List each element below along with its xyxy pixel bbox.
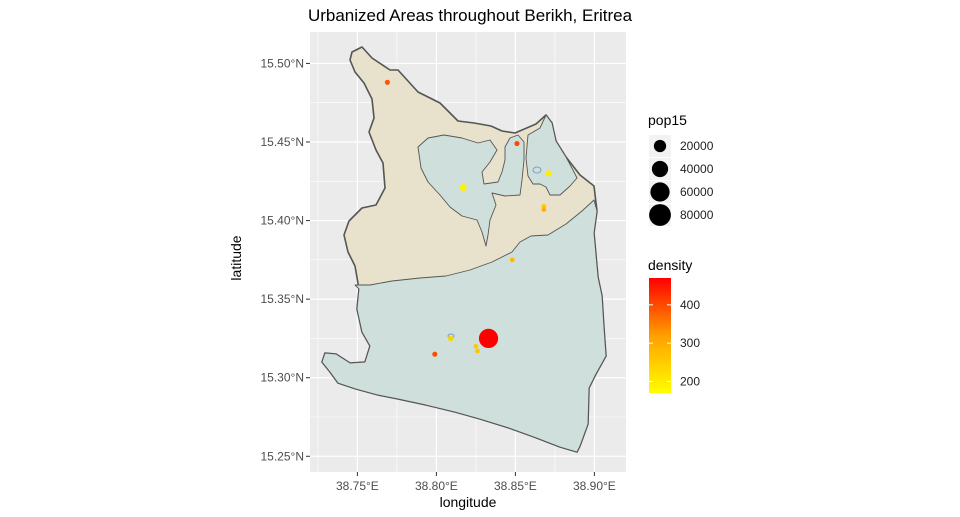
legend-size-symbol bbox=[653, 139, 667, 153]
legend-size-label: 80000 bbox=[680, 208, 714, 222]
legend-color-title: density bbox=[648, 257, 693, 273]
urban-area-point bbox=[478, 328, 499, 349]
legend-size-label: 20000 bbox=[680, 139, 714, 153]
urban-area-point bbox=[447, 335, 454, 342]
x-axis-label: longitude bbox=[439, 494, 497, 510]
urban-zone-south bbox=[321, 199, 607, 453]
urban-patch bbox=[532, 166, 542, 174]
y-tick-label: 15.30°N bbox=[261, 371, 305, 385]
urban-area-point bbox=[541, 207, 547, 212]
urban-area-point bbox=[509, 257, 515, 263]
x-tick-label: 38.75°E bbox=[336, 479, 379, 493]
urban-area-point bbox=[514, 141, 520, 147]
y-axis-label: latitude bbox=[228, 235, 244, 281]
x-tick-label: 38.90°E bbox=[573, 479, 616, 493]
urban-zone-north-west bbox=[417, 134, 525, 247]
legend-size-symbol bbox=[649, 204, 671, 226]
urban-area-point bbox=[432, 351, 438, 357]
x-tick-label: 38.85°E bbox=[494, 479, 537, 493]
legend-size-label: 40000 bbox=[680, 162, 714, 176]
legend-size-symbol bbox=[651, 160, 669, 178]
urban-area-point bbox=[384, 79, 390, 85]
y-tick-label: 15.25°N bbox=[261, 449, 305, 463]
colorbar-label: 400 bbox=[680, 298, 700, 312]
y-tick-label: 15.35°N bbox=[261, 292, 305, 306]
y-tick-label: 15.45°N bbox=[261, 135, 305, 149]
urban-area-point bbox=[473, 343, 479, 349]
colorbar-label: 200 bbox=[680, 375, 700, 389]
urban-zone-north-east bbox=[525, 114, 578, 196]
x-tick-label: 38.80°E bbox=[415, 479, 458, 493]
urban-area-point bbox=[459, 184, 467, 191]
chart-title: Urbanized Areas throughout Berikh, Eritr… bbox=[307, 6, 633, 25]
legend-size-label: 60000 bbox=[680, 185, 714, 199]
y-tick-label: 15.40°N bbox=[261, 214, 305, 228]
density-colorbar bbox=[649, 278, 671, 393]
urban-area-point bbox=[545, 170, 552, 177]
legend-size-symbol bbox=[650, 182, 670, 202]
urban-area-point bbox=[475, 348, 480, 354]
y-tick-label: 15.50°N bbox=[261, 56, 305, 70]
colorbar-label: 300 bbox=[680, 336, 700, 350]
legend-size-title: pop15 bbox=[648, 112, 687, 128]
